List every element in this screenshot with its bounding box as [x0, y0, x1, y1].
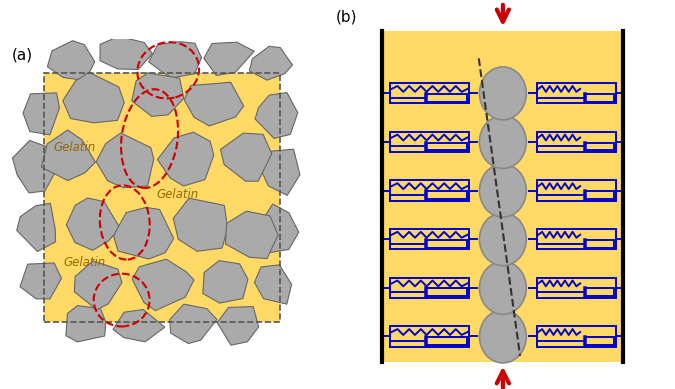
Polygon shape [113, 207, 173, 259]
Circle shape [479, 116, 526, 168]
Bar [537, 180, 616, 201]
Polygon shape [249, 46, 292, 80]
Polygon shape [100, 37, 153, 70]
Text: Gelatin: Gelatin [63, 256, 105, 269]
Bar [390, 83, 469, 103]
Polygon shape [113, 310, 165, 342]
Text: Gelatin: Gelatin [157, 188, 198, 201]
Polygon shape [96, 133, 154, 187]
Polygon shape [221, 133, 272, 181]
Bar [537, 132, 616, 152]
Polygon shape [157, 132, 214, 186]
Circle shape [479, 261, 526, 314]
Circle shape [479, 164, 526, 217]
Text: (a): (a) [11, 47, 32, 62]
Polygon shape [132, 73, 184, 116]
Polygon shape [47, 41, 95, 81]
Bar [537, 229, 616, 249]
Bar [537, 326, 616, 347]
Polygon shape [63, 72, 124, 123]
Polygon shape [66, 306, 106, 342]
Bar [390, 326, 469, 347]
Bar [537, 83, 616, 103]
Circle shape [479, 67, 526, 120]
Polygon shape [258, 149, 300, 195]
Bar [390, 229, 469, 249]
Polygon shape [225, 211, 278, 259]
Polygon shape [204, 42, 254, 75]
Polygon shape [202, 261, 248, 303]
Polygon shape [254, 265, 292, 304]
Bar [44, 74, 280, 322]
Polygon shape [23, 93, 59, 135]
Bar [537, 278, 616, 298]
Polygon shape [217, 307, 259, 345]
Polygon shape [256, 204, 299, 252]
Circle shape [479, 213, 526, 266]
Bar [390, 180, 469, 201]
Polygon shape [12, 140, 56, 193]
Polygon shape [255, 93, 298, 138]
Bar [390, 132, 469, 152]
Polygon shape [17, 203, 55, 252]
Text: Gelatin: Gelatin [54, 142, 96, 154]
Bar [44, 74, 280, 322]
Polygon shape [20, 263, 61, 299]
Circle shape [479, 310, 526, 363]
Polygon shape [74, 261, 122, 310]
Polygon shape [41, 130, 95, 180]
Polygon shape [169, 304, 217, 343]
Polygon shape [132, 259, 194, 310]
Polygon shape [148, 42, 201, 78]
Text: (b): (b) [336, 10, 358, 25]
Polygon shape [173, 198, 227, 251]
Polygon shape [184, 82, 244, 126]
Polygon shape [66, 198, 120, 250]
Bar [390, 278, 469, 298]
Bar [382, 31, 623, 362]
